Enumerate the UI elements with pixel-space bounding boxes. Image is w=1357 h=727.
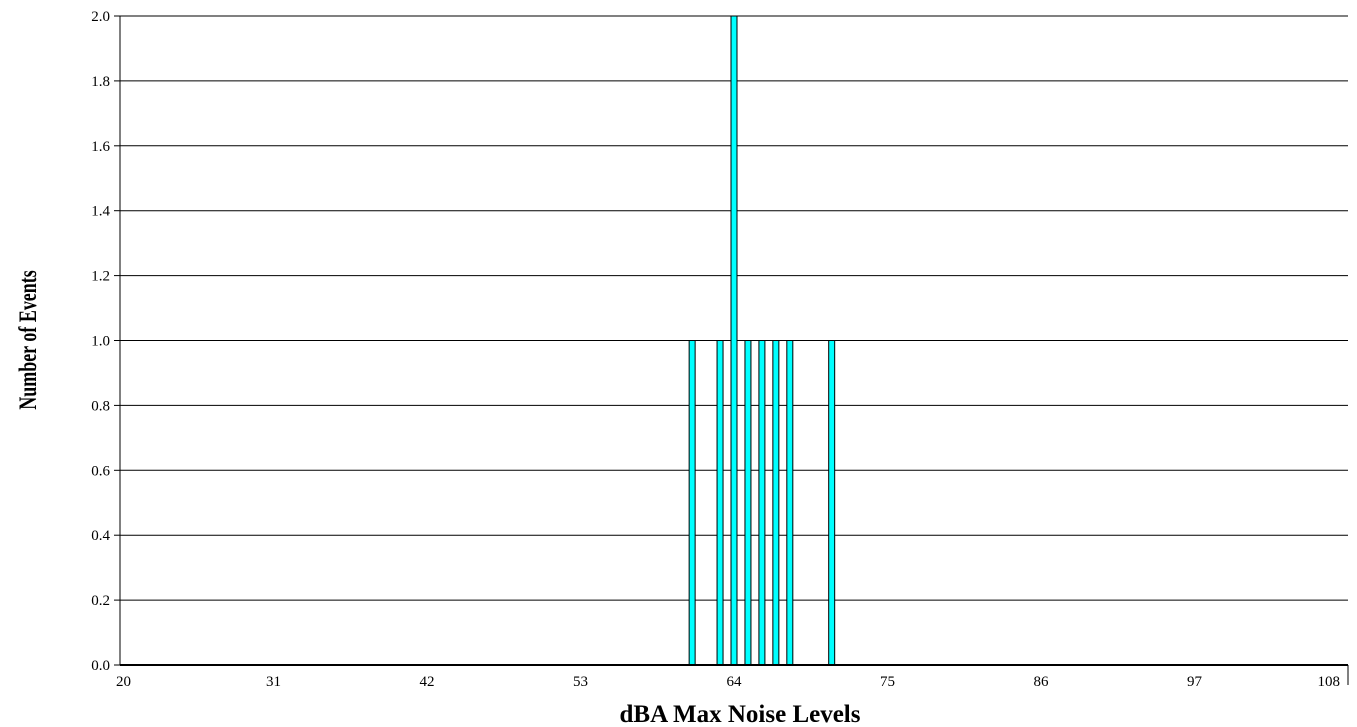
x-tick-label: 20 <box>116 674 131 690</box>
x-tick-labels: 20 31 42 53 64 75 86 97 108 <box>116 674 1340 690</box>
x-axis-label: dBA Max Noise Levels <box>620 701 861 727</box>
histogram-bar <box>688 340 696 666</box>
histogram-bar <box>730 15 738 666</box>
y-tick-label: 0.6 <box>91 463 110 479</box>
y-tick-label: 0.0 <box>91 658 110 674</box>
histogram-bar <box>828 340 836 666</box>
y-tick-label: 2.0 <box>91 9 110 25</box>
histogram-bar <box>786 340 794 666</box>
y-tick-label: 0.4 <box>91 528 110 544</box>
y-tick-label: 0.8 <box>91 398 110 414</box>
histogram-bar <box>744 340 752 666</box>
axes <box>114 15 1349 685</box>
y-tick-label: 1.4 <box>91 204 110 220</box>
y-tick-label: 1.6 <box>91 139 110 155</box>
x-tick-label: 75 <box>880 674 895 690</box>
y-tick-label: 1.0 <box>91 334 110 350</box>
histogram-bar <box>758 340 766 666</box>
x-tick-label: 108 <box>1318 674 1341 690</box>
x-tick-label: 64 <box>727 674 743 690</box>
x-tick-label: 42 <box>420 674 435 690</box>
histogram-bar <box>716 340 724 666</box>
y-tick-label: 1.2 <box>91 269 110 285</box>
x-tick-label: 31 <box>266 674 281 690</box>
x-tick-label: 97 <box>1187 674 1203 690</box>
y-tick-labels: 0.0 0.2 0.4 0.6 0.8 1.0 1.2 1.4 1.6 1.8 2.0 <box>91 9 110 674</box>
y-tick-label: 0.2 <box>91 593 110 609</box>
x-tick-label: 53 <box>573 674 588 690</box>
y-tick-label: 1.8 <box>91 74 110 90</box>
bars <box>688 15 836 666</box>
x-tick-label: 86 <box>1034 674 1050 690</box>
y-axis-label: Number of Events <box>14 270 42 410</box>
histogram-bar <box>772 340 780 666</box>
